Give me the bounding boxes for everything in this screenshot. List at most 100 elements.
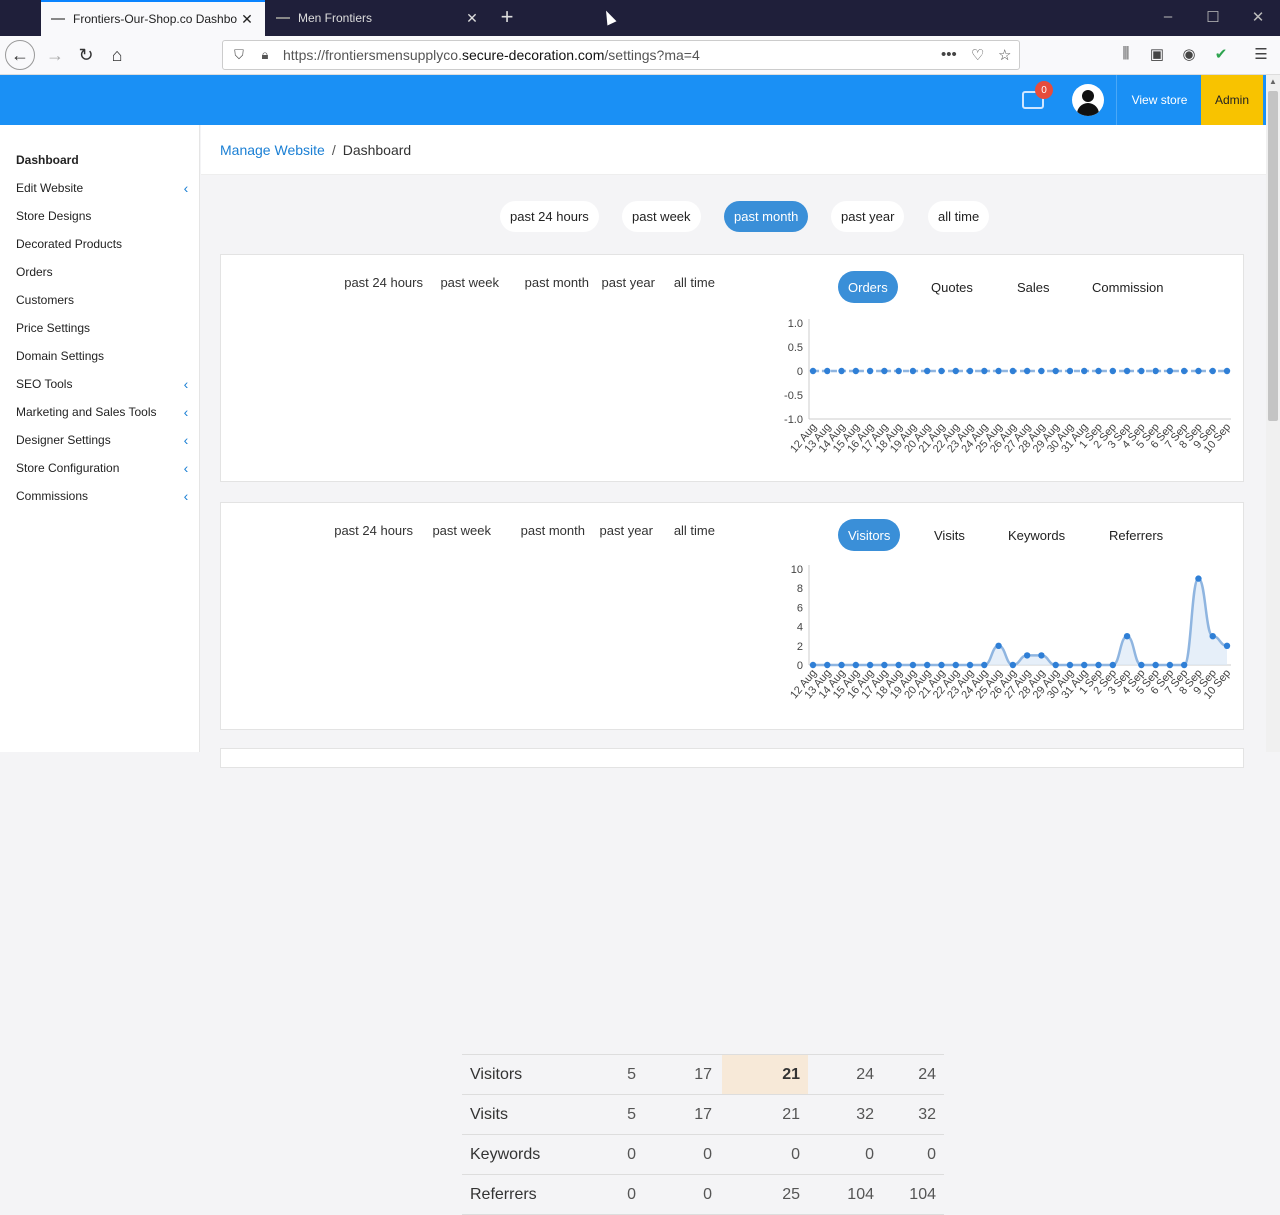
close-tab-icon[interactable]: ✕ [466,9,478,26]
view-store-button[interactable]: View store [1116,75,1202,125]
data-point [824,367,831,375]
chevron-left-icon[interactable]: ‹ [183,404,189,420]
metric-tab-referrers[interactable]: Referrers [1109,527,1164,543]
account-icon[interactable]: ◉ [1182,46,1196,63]
metric-tab-keywords[interactable]: Keywords [1008,527,1066,543]
period-all-time[interactable]: all time [928,201,990,232]
close-window-icon[interactable]: ✕ [1251,9,1265,26]
sidebar-item-marketing-and-sales-tools[interactable]: Marketing and Sales Tools ‹ [16,402,192,422]
sidebar-item-designer-settings[interactable]: Designer Settings ‹ [16,430,192,450]
data-point [1023,652,1031,659]
menu-icon[interactable]: ☰ [1254,46,1268,63]
sidebar-item-decorated-products[interactable]: Decorated Products [16,234,192,254]
breadcrumb-separator: / [331,141,336,158]
chevron-left-icon[interactable]: ‹ [183,180,189,196]
data-point [1152,367,1159,375]
data-point [995,642,1002,649]
sidebar-item-edit-website[interactable]: Edit Website ‹ [16,178,192,198]
new-tab-button[interactable]: + [500,4,514,29]
column-header: past month [524,275,589,290]
data-point [1195,575,1202,582]
pocket-icon[interactable]: ♡ [971,47,985,64]
metric-tab-visits[interactable]: Visits [934,527,965,543]
data-point [1195,367,1202,375]
extension-check-icon[interactable]: ✔ [1214,46,1228,63]
sidebar-item-domain-settings[interactable]: Domain Settings [16,346,192,366]
table-cell: 17 [694,1066,712,1083]
period-past-24-hours[interactable]: past 24 hours [500,201,599,232]
data-point [866,367,874,375]
sidebar-item-orders[interactable]: Orders [16,262,192,282]
reload-icon[interactable]: ↻ [78,44,94,65]
chevron-left-icon[interactable]: ‹ [183,488,189,504]
table-cell: 104 [847,1186,874,1203]
page-actions-icon[interactable]: ••• [941,46,957,63]
y-tick-label: -0.5 [784,390,803,402]
y-tick-label: -1.0 [784,414,803,426]
sidebar-item-price-settings[interactable]: Price Settings [16,318,192,338]
period-past-year[interactable]: past year [831,201,905,232]
chevron-left-icon[interactable]: ‹ [183,460,189,476]
metric-tab-sales[interactable]: Sales [1017,279,1050,295]
forward-arrow-icon[interactable]: → [46,44,64,65]
url-bar[interactable]: ⛉ 🔒︎ https://frontiersmensupplyco.secure… [222,40,1020,70]
metric-tab-visitors[interactable]: Visitors [838,519,901,551]
bookmark-star-icon[interactable]: ☆ [998,47,1012,64]
table-cell: 0 [703,1186,712,1203]
data-point [924,661,931,669]
metric-tab-commission[interactable]: Commission [1092,279,1164,295]
minimize-icon[interactable]: – [1163,8,1173,25]
table-header: past 24 hours past week past month past … [241,523,723,543]
sidebar-item-dashboard[interactable]: Dashboard [16,150,192,170]
sidebar-item-commissions[interactable]: Commissions ‹ [16,486,192,506]
sidebar-item-label: Dashboard [16,153,79,167]
data-point [1009,367,1017,375]
page-scrollbar[interactable]: ▲ [1266,75,1280,752]
sidebar-item-store-designs[interactable]: Store Designs [16,206,192,226]
lock-icon[interactable]: 🔒︎ [261,47,269,62]
browser-tab-dashboard[interactable]: Frontiers-Our-Shop.co Dashbo ✕ [41,0,265,36]
back-arrow-icon[interactable]: ← [5,40,35,70]
table-header: past 24 hours past week past month past … [241,275,723,295]
browser-tab-men-frontiers[interactable]: Men Frontiers ✕ [266,0,490,36]
close-tab-icon[interactable]: ✕ [241,10,253,27]
admin-button[interactable]: Admin [1201,75,1263,125]
scroll-thumb[interactable] [1268,91,1278,421]
data-point [1066,367,1074,375]
data-point [909,661,917,669]
sidebar [0,125,200,752]
data-point [909,367,917,375]
sidebar-item-seo-tools[interactable]: SEO Tools ‹ [16,374,192,394]
library-icon[interactable]: ⫼ [1122,45,1130,62]
period-past-week[interactable]: past week [622,201,701,232]
chevron-left-icon[interactable]: ‹ [183,376,189,392]
metric-tab-quotes[interactable]: Quotes [931,279,973,295]
y-tick-label: 8 [797,583,803,595]
period-past-month[interactable]: past month [724,201,809,232]
chat-icon[interactable] [1022,91,1044,109]
scroll-up-icon[interactable]: ▲ [1269,77,1277,86]
table-cell: 5 [627,1066,636,1083]
data-point [938,661,945,669]
user-icon-head [1082,90,1094,102]
metric-tab-orders[interactable]: Orders [838,271,898,303]
sidebar-toggle-icon[interactable]: ▣ [1149,46,1165,63]
avatar[interactable] [1072,84,1104,116]
chevron-left-icon[interactable]: ‹ [183,432,189,448]
breadcrumb-manage-website[interactable]: Manage Website [220,141,325,158]
shield-icon[interactable]: ⛉ [234,47,244,62]
home-icon[interactable]: ⌂ [111,44,123,65]
breadcrumb-current: Dashboard [342,141,412,158]
table-row: Visitors 5 17 21 24 24 [462,1054,944,1094]
data-point [881,661,888,669]
url-text[interactable]: https://frontiersmensupplyco.secure-deco… [283,47,700,63]
data-point [1138,661,1145,669]
data-point [1109,661,1116,669]
maximize-icon[interactable]: ☐ [1206,9,1220,26]
traffic-stats-card: past 24 hours past week past month past … [220,502,1244,1215]
sidebar-item-store-configuration[interactable]: Store Configuration ‹ [16,458,192,478]
data-point [1138,367,1145,375]
data-point [838,367,845,375]
sidebar-item-customers[interactable]: Customers [16,290,192,310]
